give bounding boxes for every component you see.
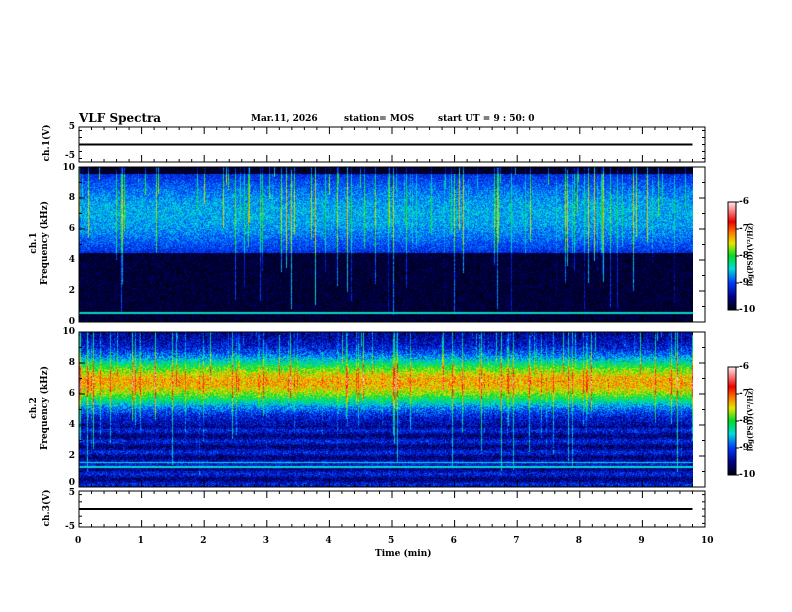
panel-frame-1 <box>78 166 706 323</box>
ch3-voltage-ylabel: ch.3(V) <box>42 489 52 527</box>
y-tick-label: 2 <box>68 286 75 296</box>
x-tick-label: 1 <box>137 536 144 546</box>
colorbar-tick-label: -8 <box>739 416 749 426</box>
ch2-spectrogram <box>79 332 693 487</box>
y-tick-label: 8 <box>68 358 75 368</box>
colorbar-tick-label: -9 <box>739 278 749 288</box>
y-tick-label: -5 <box>65 151 75 161</box>
ch1-voltage-ylabel: ch.1(V) <box>42 124 52 162</box>
ch1-freq-ylabel: ch.1 Frequency (kHz) <box>29 193 51 293</box>
y-tick-label: 8 <box>68 193 75 203</box>
ch2-label: ch.2 <box>29 397 39 419</box>
station-label: station= MOS <box>344 114 415 124</box>
x-axis-label: Time (min) <box>375 549 432 559</box>
x-tick-label: 5 <box>388 536 395 546</box>
x-tick-label: 7 <box>513 536 520 546</box>
y-tick-label: 5 <box>68 122 75 132</box>
ch1-spectrogram <box>79 167 693 322</box>
colorbar-frame <box>727 201 737 311</box>
colorbar-tick-label: -8 <box>739 251 749 261</box>
y-tick-label: 6 <box>68 389 75 399</box>
colorbar-tick-label: -6 <box>739 362 749 372</box>
x-tick-label: 6 <box>450 536 457 546</box>
x-tick-label: 4 <box>325 536 332 546</box>
ch1-label: ch.1 <box>29 232 39 254</box>
colorbar-tick-label: -7 <box>739 389 749 399</box>
y-tick-label: 5 <box>68 488 75 498</box>
ch2-freq-ylabel: ch.2 Frequency (kHz) <box>29 358 51 458</box>
y-tick-label: 10 <box>62 327 75 337</box>
y-tick-label: 6 <box>68 224 75 234</box>
colorbar-tick-label: -10 <box>739 470 756 480</box>
x-tick-label: 0 <box>75 536 82 546</box>
panel-frame-2 <box>78 331 706 488</box>
ch1-colorbar <box>728 202 736 310</box>
x-tick-label: 2 <box>200 536 207 546</box>
figure-title: VLF Spectra <box>79 111 162 125</box>
start-time-label: start UT = 9 : 50: 0 <box>438 114 535 124</box>
y-tick-label: 4 <box>68 420 75 430</box>
x-tick-label: 9 <box>638 536 645 546</box>
colorbar-tick-label: -6 <box>739 197 749 207</box>
colorbar-tick-label: -7 <box>739 224 749 234</box>
x-tick-label: 10 <box>701 536 714 546</box>
colorbar-tick-label: -9 <box>739 443 749 453</box>
y-tick-label: -5 <box>65 522 75 532</box>
freq-label: Frequency (kHz) <box>40 201 50 286</box>
y-tick-label: 0 <box>68 317 75 327</box>
freq-label: Frequency (kHz) <box>40 366 50 451</box>
x-tick-label: 3 <box>262 536 270 546</box>
x-tick-label: 8 <box>575 536 583 546</box>
y-tick-label: 0 <box>68 478 75 488</box>
date-label: Mar.11, 2026 <box>251 114 318 124</box>
ch2-colorbar <box>728 367 736 475</box>
colorbar-tick-label: -10 <box>739 305 756 315</box>
y-tick-label: 4 <box>68 255 75 265</box>
y-tick-label: 2 <box>68 451 75 461</box>
colorbar-frame <box>727 366 737 476</box>
y-tick-label: 10 <box>62 163 75 173</box>
